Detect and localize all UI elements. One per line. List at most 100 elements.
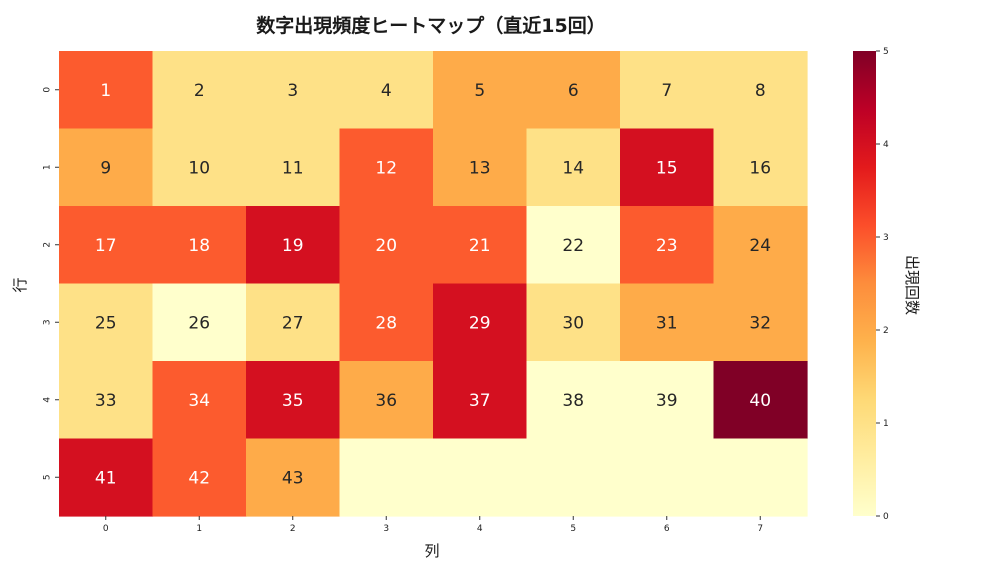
x-tick-label: 3 bbox=[383, 524, 389, 534]
heatmap-cell bbox=[339, 361, 434, 440]
cell-number-label: 29 bbox=[469, 313, 491, 333]
colorbar-tick-label: 2 bbox=[883, 326, 889, 336]
cell-number-label: 20 bbox=[375, 236, 397, 256]
colorbar-tick-label: 4 bbox=[883, 140, 889, 150]
cell-number-label: 40 bbox=[749, 391, 771, 411]
cell-number-label: 41 bbox=[95, 468, 117, 488]
cell-number-label: 1 bbox=[100, 81, 111, 101]
heatmap-cell bbox=[59, 206, 154, 285]
cell-number-label: 31 bbox=[656, 313, 678, 333]
colorbar-label: 出現回数 bbox=[903, 255, 921, 315]
x-axis-label: 列 bbox=[424, 542, 439, 560]
heatmap-cell bbox=[433, 361, 528, 440]
y-tick-label: 1 bbox=[43, 164, 53, 170]
heatmap-cell bbox=[620, 206, 715, 285]
y-axis-label: 行 bbox=[11, 277, 29, 292]
heatmap-cell bbox=[433, 438, 528, 517]
y-tick-label: 0 bbox=[43, 87, 53, 93]
heatmap-cell bbox=[152, 283, 247, 362]
x-tick-label: 5 bbox=[570, 524, 576, 534]
cell-number-label: 2 bbox=[194, 81, 205, 101]
heatmap-cell bbox=[339, 438, 434, 517]
heatmap-cell bbox=[713, 438, 808, 517]
heatmap-cell bbox=[713, 128, 808, 207]
y-axis-ticks: 0 1 2 3 4 5 bbox=[43, 87, 59, 480]
cell-number-label: 8 bbox=[755, 81, 766, 101]
heatmap-cell bbox=[526, 128, 621, 207]
cell-number-label: 39 bbox=[656, 391, 678, 411]
chart-title: 数字出現頻度ヒートマップ（直近15回） bbox=[256, 14, 605, 37]
cell-number-label: 13 bbox=[469, 158, 491, 178]
x-tick-label: 2 bbox=[290, 524, 296, 534]
heatmap-cell bbox=[526, 283, 621, 362]
cell-number-label: 18 bbox=[188, 236, 210, 256]
cell-number-label: 21 bbox=[469, 236, 491, 256]
cell-number-label: 22 bbox=[562, 236, 584, 256]
heatmap-cell bbox=[246, 206, 341, 285]
heatmap-cell bbox=[246, 51, 341, 130]
cell-number-label: 26 bbox=[188, 313, 210, 333]
colorbar: 0 1 2 3 4 5 bbox=[853, 47, 889, 522]
cell-number-label: 14 bbox=[562, 158, 584, 178]
cell-number-label: 24 bbox=[749, 236, 771, 256]
y-tick-label: 5 bbox=[43, 474, 53, 480]
heatmap-cell bbox=[620, 361, 715, 440]
heatmap-cell bbox=[59, 128, 154, 207]
heatmap-cell bbox=[246, 438, 341, 517]
heatmap-cell bbox=[59, 438, 154, 517]
heatmap-cell bbox=[526, 438, 621, 517]
cell-number-label: 16 bbox=[749, 158, 771, 178]
heatmap-cell bbox=[59, 361, 154, 440]
colorbar-tick-label: 0 bbox=[883, 512, 889, 522]
heatmap-cell bbox=[152, 206, 247, 285]
heatmap-cell bbox=[620, 283, 715, 362]
cell-number-label: 37 bbox=[469, 391, 491, 411]
heatmap-cell bbox=[620, 51, 715, 130]
x-tick-label: 1 bbox=[196, 524, 202, 534]
cell-number-label: 12 bbox=[375, 158, 397, 178]
heatmap-cell bbox=[433, 51, 528, 130]
y-tick-label: 3 bbox=[43, 319, 53, 325]
y-tick-label: 4 bbox=[43, 397, 53, 403]
x-tick-label: 6 bbox=[664, 524, 670, 534]
colorbar-gradient bbox=[853, 51, 876, 516]
cell-number-label: 42 bbox=[188, 468, 210, 488]
cell-number-label: 38 bbox=[562, 391, 584, 411]
cell-number-label: 23 bbox=[656, 236, 678, 256]
cell-number-label: 5 bbox=[474, 81, 485, 101]
cell-number-label: 11 bbox=[282, 158, 304, 178]
cell-number-label: 6 bbox=[568, 81, 579, 101]
heatmap-cell bbox=[246, 283, 341, 362]
cell-number-label: 43 bbox=[282, 468, 304, 488]
heatmap-cell bbox=[59, 51, 154, 130]
cell-number-label: 7 bbox=[661, 81, 672, 101]
x-tick-label: 4 bbox=[477, 524, 483, 534]
cell-number-label: 3 bbox=[287, 81, 298, 101]
cell-number-label: 9 bbox=[100, 158, 111, 178]
cell-number-label: 15 bbox=[656, 158, 678, 178]
x-tick-label: 7 bbox=[757, 524, 763, 534]
heatmap-cell bbox=[526, 51, 621, 130]
x-tick-label: 0 bbox=[103, 524, 109, 534]
cell-number-label: 17 bbox=[95, 236, 117, 256]
cell-number-label: 10 bbox=[188, 158, 210, 178]
cell-number-label: 30 bbox=[562, 313, 584, 333]
heatmap-cell bbox=[620, 128, 715, 207]
heatmap-cell bbox=[526, 206, 621, 285]
heatmap-cell bbox=[152, 361, 247, 440]
y-tick-label: 2 bbox=[43, 242, 53, 248]
cell-number-label: 34 bbox=[188, 391, 210, 411]
colorbar-tick-label: 1 bbox=[883, 419, 889, 429]
cell-number-label: 19 bbox=[282, 236, 304, 256]
cell-number-label: 35 bbox=[282, 391, 304, 411]
colorbar-tick-label: 5 bbox=[883, 47, 889, 57]
cell-number-label: 28 bbox=[375, 313, 397, 333]
heatmap-cell bbox=[152, 51, 247, 130]
heatmap-cell bbox=[433, 206, 528, 285]
heatmap-cell bbox=[339, 283, 434, 362]
cell-number-label: 4 bbox=[381, 81, 392, 101]
cell-number-label: 32 bbox=[749, 313, 771, 333]
heatmap-cell bbox=[59, 283, 154, 362]
heatmap-cell bbox=[433, 128, 528, 207]
